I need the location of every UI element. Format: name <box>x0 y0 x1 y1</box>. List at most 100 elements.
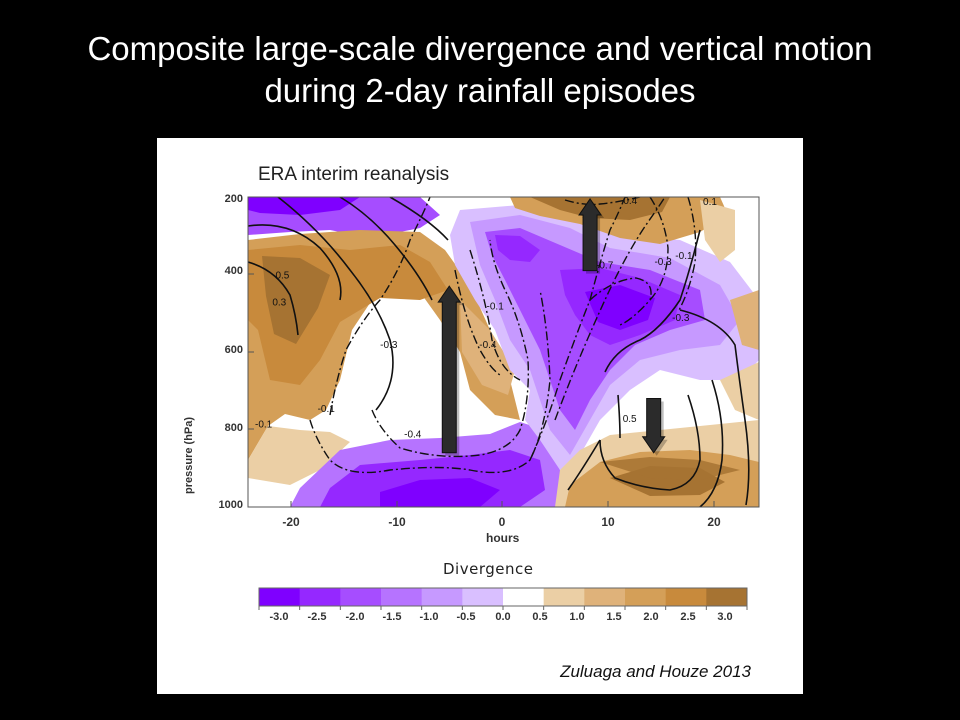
contour-label: -0.7 <box>596 261 614 272</box>
colorbar-swatch <box>299 588 341 606</box>
shading-region <box>720 362 759 420</box>
contour-line <box>371 239 529 458</box>
shading-region <box>585 285 655 330</box>
shading-region <box>495 235 540 262</box>
contour-line <box>529 197 626 461</box>
contour-label: -0.1 <box>675 251 693 262</box>
slide-title: Composite large-scale divergence and ver… <box>0 28 960 112</box>
colorbar-tick-label: 2.5 <box>680 611 696 623</box>
omega-contours-negative <box>309 197 697 474</box>
contour-label: -0.4 <box>404 429 422 440</box>
colorbar-tick-label: -1.0 <box>419 611 439 623</box>
shading-region <box>530 197 670 220</box>
colorbar-swatch <box>584 588 626 606</box>
upward-motion-arrow <box>578 198 603 272</box>
contour-label: -0.3 <box>380 340 398 351</box>
shading-region <box>380 478 500 507</box>
chart-title: ERA interim reanalysis <box>258 164 450 185</box>
contour-label: -0.3 <box>654 257 672 268</box>
contour-label: 0.5 <box>275 270 289 281</box>
contour-line <box>339 197 433 301</box>
shading-region <box>460 300 515 395</box>
vertical-motion-arrows <box>437 198 668 456</box>
colorbar-tick-label: 1.0 <box>569 611 585 623</box>
contour-line <box>554 197 666 421</box>
shading-region <box>248 197 360 215</box>
contour-line <box>309 289 551 474</box>
colorbar-tick-label: -2.0 <box>345 611 365 623</box>
contour-line <box>589 277 652 301</box>
shading-region <box>600 457 740 480</box>
contour-line <box>604 229 701 373</box>
shading-region <box>700 200 735 262</box>
contour-line <box>329 197 431 416</box>
contour-line <box>617 394 621 439</box>
citation-credit: Zuluaga and Houze 2013 <box>560 662 751 681</box>
colorbar-tick-label: 1.5 <box>606 611 622 623</box>
contour-line <box>599 394 701 491</box>
contour-line <box>454 269 501 376</box>
colorbar-swatch <box>503 588 545 606</box>
shading-region <box>248 426 350 485</box>
colorbar-tick-label: -2.5 <box>307 611 327 623</box>
colorbar-swatch <box>462 588 504 606</box>
x-tick-label: 20 <box>707 515 721 529</box>
contour-label: 0.3 <box>272 298 286 309</box>
slide-title-line-1: Composite large-scale divergence and ver… <box>87 30 873 67</box>
contour-line <box>248 261 299 336</box>
contour-labels: 0.50.3-0.1-0.1-0.3-0.4-0.1-0.4-0.4-0.7 -0… <box>255 196 717 440</box>
colorbar-tick-label: 0.0 <box>495 611 511 623</box>
contour-line <box>677 197 697 313</box>
contour-label: 0.5 <box>623 414 637 425</box>
y-tick-label: 400 <box>224 265 243 277</box>
contour-label: -0.1 <box>318 404 336 415</box>
colorbar-swatch <box>543 588 585 606</box>
upward-motion-arrow <box>437 285 462 454</box>
contour-label: -0.3 <box>672 313 690 324</box>
contour-label: 0.1 <box>703 197 717 208</box>
contour-line <box>469 249 521 381</box>
slide-title-line-2: during 2-day rainfall episodes <box>264 72 696 109</box>
contour-line <box>679 309 750 506</box>
omega-contours <box>248 197 750 507</box>
y-tick-label: 800 <box>224 422 243 434</box>
colorbar-swatch <box>259 588 301 606</box>
y-tick-label: 600 <box>224 344 243 356</box>
colorbar-title: Divergence <box>443 560 534 578</box>
axis-ticks <box>248 273 715 507</box>
contour-label: -0.4 <box>479 340 497 351</box>
colorbar-swatch <box>665 588 707 606</box>
contour-line <box>248 224 342 301</box>
contour-label: -0.4 <box>620 196 638 207</box>
colorbar-swatch <box>381 588 423 606</box>
colorbar-tick-label: -0.5 <box>456 611 476 623</box>
colorbar-swatch <box>625 588 667 606</box>
colorbar <box>258 587 748 610</box>
x-tick-label: 0 <box>498 515 506 529</box>
x-tick-label: -20 <box>282 515 300 529</box>
downward-motion-arrow <box>641 398 666 454</box>
x-tick-label: 10 <box>601 515 615 529</box>
shading-region <box>262 256 330 344</box>
colorbar-swatch <box>340 588 382 606</box>
x-axis-label: hours <box>486 531 520 545</box>
colorbar-swatch <box>421 588 463 606</box>
contour-line <box>567 439 601 491</box>
colorbar-tick-label: 0.5 <box>532 611 548 623</box>
contour-line <box>564 197 641 206</box>
colorbar-tick-label: -1.5 <box>382 611 402 623</box>
colorbar-swatch <box>706 588 748 606</box>
contour-line <box>389 197 449 241</box>
y-tick-label: 200 <box>224 193 243 205</box>
contour-label: -0.1 <box>255 420 273 431</box>
contour-line <box>277 197 394 411</box>
x-tick-label: -10 <box>388 515 406 529</box>
colorbar-tick-label: -3.0 <box>269 611 289 623</box>
shading-region <box>730 290 759 350</box>
y-tick-label: 1000 <box>218 499 243 511</box>
contour-label: -0.1 <box>487 301 505 312</box>
divergence-shading <box>248 197 759 507</box>
colorbar-tick-label: 2.0 <box>643 611 659 623</box>
contour-line <box>699 379 724 507</box>
